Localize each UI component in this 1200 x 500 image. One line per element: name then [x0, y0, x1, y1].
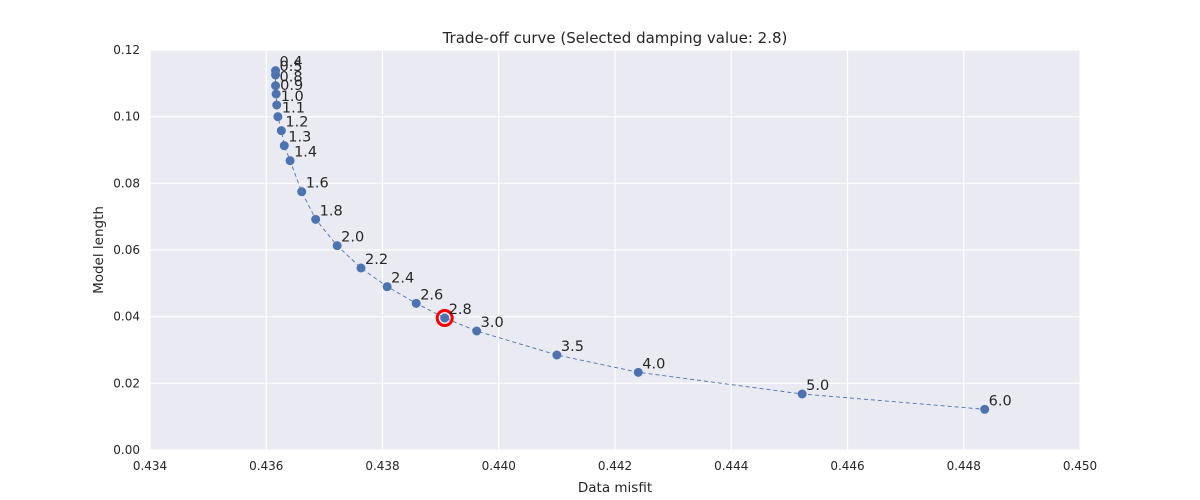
x-axis-label: Data misfit: [578, 480, 652, 496]
point-label: 4.0: [642, 356, 665, 372]
data-point: [980, 404, 990, 414]
data-point: [273, 112, 283, 122]
x-tick-label: 0.450: [1063, 459, 1097, 473]
y-tick-label: 0.04: [113, 310, 140, 324]
y-tick-labels: 0.00 0.02 0.04 0.06 0.08 0.10 0.12: [113, 43, 140, 457]
data-point: [440, 313, 450, 323]
y-axis-label: Model length: [91, 206, 107, 294]
point-label: 0.8: [280, 70, 303, 86]
point-label: 1.2: [285, 115, 308, 131]
point-label: 3.5: [561, 339, 584, 355]
point-label: 1.6: [306, 176, 329, 192]
y-tick-label: 0.08: [113, 176, 140, 190]
point-label: 0.9: [280, 78, 303, 94]
data-point: [356, 263, 366, 273]
point-label: 2.0: [341, 230, 364, 246]
point-label: 3.0: [481, 315, 504, 331]
point-label: 6.0: [989, 393, 1012, 409]
data-point: [332, 241, 342, 251]
y-tick-label: 0.06: [113, 243, 140, 257]
data-point: [311, 214, 321, 224]
data-point: [633, 367, 643, 377]
data-point: [411, 298, 421, 308]
point-label: 0.5: [280, 59, 303, 75]
point-label: 0.4: [280, 55, 303, 71]
data-points: [271, 66, 990, 414]
grid-lines: [149, 49, 1081, 451]
point-label: 2.8: [449, 302, 472, 318]
point-label: 1.0: [281, 89, 304, 105]
point-label: 2.4: [391, 271, 414, 287]
x-tick-label: 0.440: [482, 459, 516, 473]
data-point: [797, 389, 807, 399]
y-tick-label: 0.10: [113, 110, 140, 124]
data-point: [271, 81, 281, 91]
data-point: [276, 126, 286, 136]
data-point: [285, 156, 295, 166]
point-label: 1.3: [288, 130, 311, 146]
y-tick-label: 0.00: [113, 443, 140, 457]
point-label: 1.8: [320, 203, 343, 219]
data-point: [472, 326, 482, 336]
data-point: [279, 141, 289, 151]
y-tick-label: 0.02: [113, 376, 140, 390]
x-tick-label: 0.448: [947, 459, 981, 473]
selected-point-marker: [435, 309, 454, 327]
data-point: [552, 350, 562, 360]
point-label: 1.4: [294, 145, 317, 161]
point-label: 2.2: [365, 252, 388, 268]
data-point: [271, 89, 281, 99]
y-tick-label: 0.12: [113, 43, 140, 57]
x-tick-label: 0.434: [133, 459, 167, 473]
x-tick-labels: 0.434 0.436 0.438 0.440 0.442 0.444 0.446 0.448…: [133, 459, 1097, 473]
x-tick-label: 0.438: [365, 459, 399, 473]
x-tick-label: 0.446: [830, 459, 864, 473]
data-point: [272, 100, 282, 110]
point-label: 1.1: [282, 101, 305, 117]
point-labels: 0.40.50.80.91.01.11.21.31.41.61.82.02.22…: [280, 55, 1012, 410]
data-point: [297, 187, 307, 197]
x-tick-label: 0.444: [714, 459, 748, 473]
data-point: [271, 70, 281, 80]
point-label: 2.6: [420, 287, 443, 303]
chart-title: Trade-off curve (Selected damping value:…: [442, 29, 788, 47]
x-tick-label: 0.436: [249, 459, 283, 473]
data-point: [382, 282, 392, 292]
x-tick-label: 0.442: [598, 459, 632, 473]
point-label: 5.0: [806, 378, 829, 394]
